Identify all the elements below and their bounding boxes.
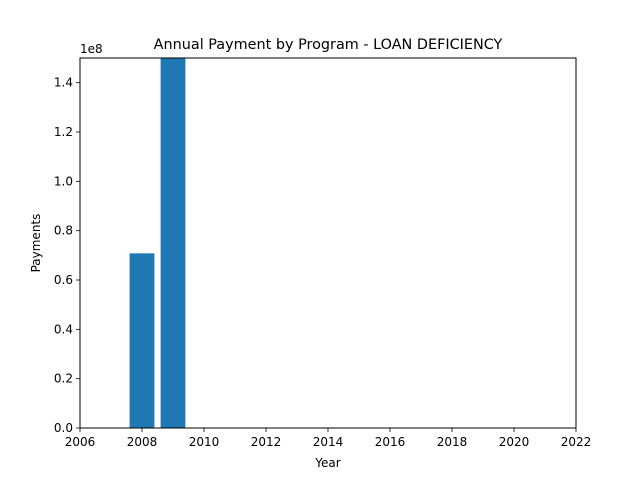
y-ticks-layer: 0.0 0.2 0.4 0.6 0.8 1.0 1.2 1.4 [54, 76, 80, 435]
y-tick-label: 0.2 [54, 372, 73, 386]
bar-2009 [160, 58, 186, 428]
x-ticks-layer: 2006 2008 2010 2012 2014 2016 2018 2020 2022 [65, 428, 592, 449]
y-axis-label: Payments [29, 214, 43, 273]
x-tick-label: 2018 [437, 435, 468, 449]
y-tick-label: 0.0 [54, 421, 73, 435]
bars-layer [129, 58, 186, 428]
y-tick-label: 0.8 [54, 224, 73, 238]
y-tick-label: 1.0 [54, 174, 73, 188]
x-axis-label: Year [314, 456, 340, 470]
y-tick-label: 1.2 [54, 125, 73, 139]
plot-area-frame [79, 57, 577, 429]
x-tick-label: 2014 [313, 435, 344, 449]
chart-title: Annual Payment by Program - LOAN DEFICIE… [154, 37, 503, 53]
y-tick-label: 0.6 [54, 273, 73, 287]
y-tick-label: 1.4 [54, 76, 73, 90]
x-tick-label: 2008 [127, 435, 158, 449]
y-axis-offset-label: 1e8 [80, 42, 103, 56]
x-tick-label: 2016 [375, 435, 406, 449]
x-tick-label: 2010 [189, 435, 220, 449]
x-tick-label: 2020 [499, 435, 530, 449]
x-tick-label: 2006 [65, 435, 96, 449]
bar-2008 [129, 253, 155, 428]
y-tick-label: 0.4 [54, 322, 73, 336]
x-tick-label: 2022 [561, 435, 592, 449]
x-tick-label: 2012 [251, 435, 282, 449]
